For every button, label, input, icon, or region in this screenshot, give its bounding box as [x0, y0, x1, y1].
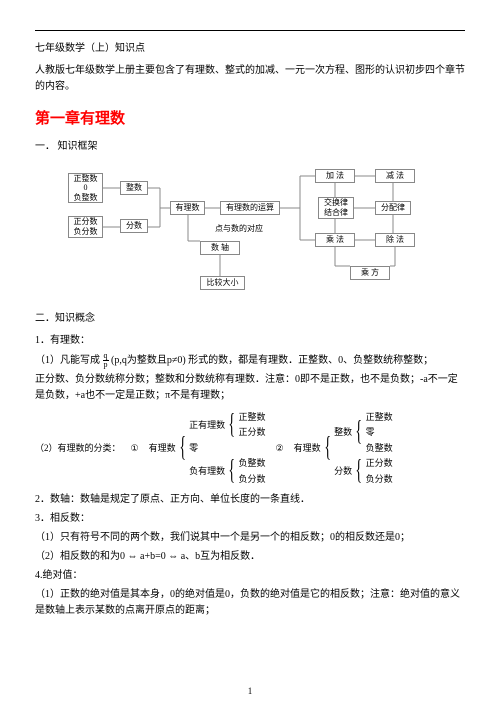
item2: 2．数轴：数轴是规定了原点、正方向、单位长度的一条直线． [35, 492, 465, 508]
neg-frac2: 负分数 [366, 472, 393, 486]
node-n_sub: 减 法 [375, 169, 415, 183]
section1-title: 一． 知识框架 [35, 139, 465, 155]
node-n_laws: 交换律结合律 [318, 197, 354, 219]
fraction-qp: q p [103, 352, 109, 369]
classify2: 有理数 { 整数 { 正整数 零 负整数 分数 { 正分数 负分数 [294, 410, 393, 486]
node-n_posfrac: 正分数负分数 [68, 216, 103, 238]
classification-row: （2）有理数的分类： ① 有理数 { 正有理数 { 正整数 正分数 零 负有理数… [35, 410, 465, 486]
knowledge-diagram: 正整数0负整数 整数正分数负分数 分数 有理数 有理数的运算数 轴比较大小 加 法 减 法交… [60, 161, 440, 301]
label-correspond: 点与数的对应 [215, 223, 263, 236]
node-n_mul: 乘 法 [315, 233, 355, 247]
item1-1c: 正分数、负分数统称分数；整数和分数统称有理数．注意：0即不是正数，也不是负数；-… [35, 372, 465, 404]
item4-title: 4.绝对值： [35, 568, 465, 584]
item1-title: 1．有理数： [35, 333, 465, 349]
neg-int: 负整数 [239, 456, 266, 470]
classify2-label: ② [276, 441, 284, 455]
node-n_ops: 有理数的运算 [220, 201, 280, 215]
node-n_rational: 有理数 [170, 201, 205, 215]
integers: 整数 [334, 425, 352, 439]
pos-frac: 正分数 [239, 425, 266, 439]
neg-rational: 负有理数 [189, 464, 225, 478]
brace-icon: { [228, 414, 235, 436]
section2-title: 二．知识概念 [35, 311, 465, 327]
classify1-label: ① [131, 441, 139, 455]
top-rule [35, 30, 465, 31]
item3-1: （1）只有符号不同的两个数，我们说其中一个是另一个的相反数；0的相反数还是0； [35, 530, 465, 546]
node-n_int: 整数 [120, 181, 148, 195]
node-n_div: 除 法 [375, 233, 415, 247]
title-line: 七年级数学（上）知识点 [35, 41, 465, 57]
node-n_pow: 乘 方 [350, 266, 390, 280]
item1-1a: （1）凡能写成 [35, 355, 103, 366]
item4-1: （1）正数的绝对值是其本身，0的绝对值是0，负数的绝对值是它的相反数；注意：绝对… [35, 587, 465, 619]
zero2: 零 [366, 425, 393, 439]
pos-int: 正整数 [239, 410, 266, 424]
root2: 有理数 [294, 441, 321, 455]
fractions: 分数 [334, 464, 352, 478]
item3-2: （2）相反数的和为0 ⇔ a+b=0 ⇔ a、b互为相反数． [35, 549, 465, 565]
classify1: 有理数 { 正有理数 { 正整数 正分数 零 负有理数 { 负整数 负分数 [149, 410, 266, 486]
brace-icon: { [228, 460, 235, 482]
node-n_frac: 分数 [120, 219, 148, 233]
node-n_posint: 正整数0负整数 [68, 173, 103, 203]
root1: 有理数 [149, 441, 176, 455]
neg-int2: 负整数 [366, 441, 393, 455]
brace-icon: { [324, 437, 331, 459]
page-number: 1 [0, 684, 500, 698]
zero: 零 [189, 441, 265, 455]
chapter-title: 第一章有理数 [35, 107, 465, 131]
neg-frac: 负分数 [239, 472, 266, 486]
brace-icon: { [179, 437, 186, 459]
item1-1: （1）凡能写成 q p (p,q为整数且p≠0) 形式的数，都是有理数．正整数、… [35, 352, 465, 369]
node-n_axis: 数 轴 [200, 241, 240, 255]
node-n_add: 加 法 [315, 169, 355, 183]
node-n_compare: 比较大小 [200, 276, 245, 290]
node-n_dist: 分配律 [375, 201, 411, 215]
pos-frac2: 正分数 [366, 456, 393, 470]
frac-den: p [103, 361, 109, 369]
pos-int2: 正整数 [366, 410, 393, 424]
intro-text: 人教版七年级数学上册主要包含了有理数、整式的加减、一元一次方程、图形的认识初步四… [35, 63, 465, 95]
item3-title: 3．相反数： [35, 511, 465, 527]
classify-label: （2）有理数的分类： [35, 441, 121, 455]
pos-rational: 正有理数 [189, 418, 225, 432]
level1-stack: 正有理数 { 正整数 正分数 零 负有理数 { 负整数 负分数 [189, 410, 265, 486]
item1-1b: (p,q为整数且p≠0) 形式的数，都是有理数．正整数、0、负整数统称整数； [111, 355, 433, 366]
brace-icon: { [355, 460, 362, 482]
brace-icon: { [355, 421, 362, 443]
